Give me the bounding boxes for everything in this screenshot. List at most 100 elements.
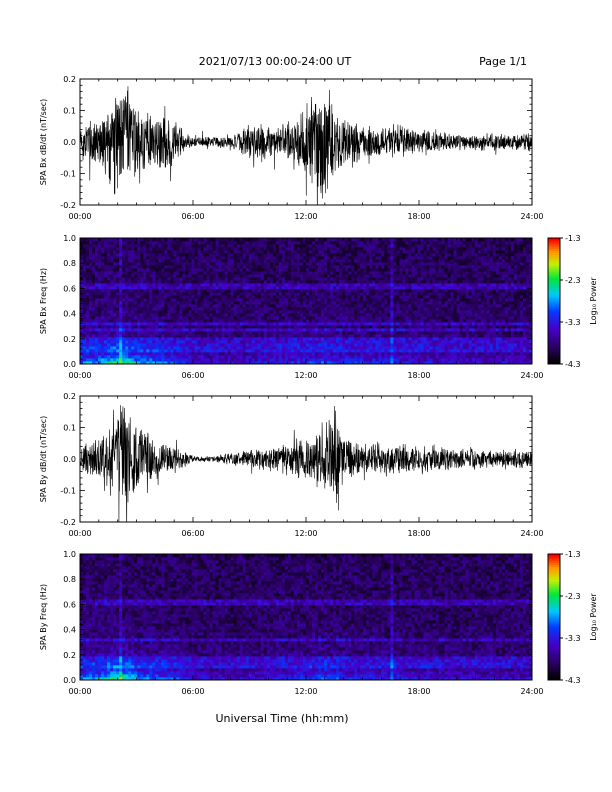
- bx-spectrogram-cell: [269, 304, 274, 308]
- bx-spectrogram-cell: [417, 304, 421, 308]
- bx-spectrogram-cell: [131, 355, 135, 359]
- bx-spectrogram-cell: [321, 271, 325, 275]
- bx-spectrogram-cell: [396, 256, 400, 260]
- bx-spectrogram-cell: [131, 310, 135, 314]
- bx-spectrogram-cell: [131, 349, 135, 353]
- bx-spectrogram-cell: [357, 286, 361, 290]
- bx-spectrogram-cell: [245, 298, 250, 302]
- bx-spectrogram-cell: [248, 331, 253, 335]
- bx-spectrogram-cell: [396, 259, 400, 263]
- bx-spectrogram-cell: [306, 346, 310, 350]
- bx-spectrogram-cell: [296, 313, 301, 317]
- bx-spectrogram-cell: [299, 244, 304, 248]
- bx-spectrogram-cell: [420, 238, 424, 242]
- bx-spectrogram-cell: [89, 325, 93, 329]
- bx-spectrogram-cell: [339, 340, 343, 344]
- bx-spectrogram-cell: [200, 280, 204, 284]
- bx-spectrogram-cell: [378, 259, 382, 263]
- bx-spectrogram-cell: [405, 283, 409, 287]
- bx-spectrogram-cell: [218, 295, 223, 299]
- bx-spectrogram-cell: [242, 277, 247, 281]
- bx-spectrogram-cell: [239, 238, 244, 242]
- bx-spectrogram-cell: [306, 343, 310, 347]
- bx-spectrogram-cell: [384, 337, 388, 341]
- bx-spectrogram-cell: [140, 334, 144, 338]
- bx-spectrogram-cell: [131, 304, 135, 308]
- bx-spectrogram-cell: [278, 268, 283, 272]
- bx-spectrogram-cell: [158, 247, 162, 251]
- bx-spectrogram-cell: [293, 304, 298, 308]
- bx-spectrogram-cell: [122, 310, 126, 314]
- bx-spectrogram-cell: [260, 307, 265, 311]
- bx-spectrogram-cell: [312, 283, 316, 287]
- bx-spectrogram-cell: [134, 340, 138, 344]
- bx-spectrogram-cell: [134, 343, 138, 347]
- bx-spectrogram-cell: [345, 316, 349, 320]
- bx-spectrogram-cell: [164, 247, 168, 251]
- bx-spectrogram-cell: [98, 295, 102, 299]
- bx-spectrogram-cell: [119, 259, 123, 263]
- bx-spectrogram-cell: [176, 340, 180, 344]
- bx-spectrogram-cell: [194, 259, 198, 263]
- bx-spectrogram-cell: [251, 271, 256, 275]
- bx-spectrogram-cell: [203, 301, 207, 305]
- bx-spectrogram-cell: [375, 352, 379, 356]
- bx-spectrogram-cell: [281, 289, 286, 293]
- bx-spectrogram-cell: [411, 322, 415, 326]
- bx-spectrogram-cell: [140, 355, 144, 359]
- bx-spectrogram-cell: [281, 325, 286, 329]
- bx-spectrogram-cell: [278, 295, 283, 299]
- bx-spectrogram-cell: [137, 313, 141, 317]
- bx-spectrogram-cell: [399, 349, 403, 353]
- bx-spectrogram-cell: [131, 238, 135, 242]
- bx-spectrogram-cell: [152, 328, 156, 332]
- bx-spectrogram-cell: [309, 274, 313, 278]
- bx-spectrogram-cell: [429, 346, 433, 350]
- bx-spectrogram-cell: [104, 355, 108, 359]
- bx-spectrogram-cell: [324, 310, 328, 314]
- bx-spectrogram-cell: [384, 331, 388, 335]
- bx-spectrogram-cell: [290, 250, 295, 254]
- bx-spectrogram-cell: [293, 361, 298, 365]
- bx-spectrogram-cell: [92, 244, 96, 248]
- bx-spectrogram-cell: [89, 316, 93, 320]
- bx-spectrogram-cell: [179, 352, 183, 356]
- bx-spectrogram-cell: [411, 328, 415, 332]
- bx-spectrogram-cell: [140, 280, 144, 284]
- bx-spectrogram-cell: [260, 337, 265, 341]
- bx-spectrogram-cell: [104, 334, 108, 338]
- bx-spectrogram-cell: [194, 358, 198, 362]
- bx-spectrogram-cell: [363, 316, 367, 320]
- bx-spectrogram-cell: [221, 295, 226, 299]
- bx-spectrogram-cell: [155, 346, 159, 350]
- bx-spectrogram-cell: [366, 298, 370, 302]
- bx-spectrogram-cell: [227, 292, 232, 296]
- bx-spectrogram-cell: [224, 286, 229, 290]
- bx-spectrogram-cell: [224, 268, 229, 272]
- bx-spectrogram-cell: [263, 355, 268, 359]
- bx-spectrogram-cell: [245, 286, 250, 290]
- bx-spectrogram-cell: [92, 352, 96, 356]
- bx-spectrogram-cell: [98, 274, 102, 278]
- bx-spectrogram-cell: [299, 352, 304, 356]
- bx-spectrogram-cell: [197, 271, 201, 275]
- bx-spectrogram-cell: [333, 283, 337, 287]
- bx-spectrogram-cell: [212, 268, 216, 272]
- bx-spectrogram-cell: [275, 319, 280, 323]
- bx-spectrogram-cell: [185, 244, 189, 248]
- bx-spectrogram-cell: [272, 304, 277, 308]
- bx-spectrogram-cell: [83, 244, 87, 248]
- bx-spectrogram-cell: [131, 346, 135, 350]
- bx-spectrogram-cell: [101, 250, 105, 254]
- bx-spectrogram-cell: [140, 259, 144, 263]
- bx-spectrogram-cell: [375, 313, 379, 317]
- bx-spectrogram-cell: [408, 337, 412, 341]
- bx-spectrogram-cell: [254, 250, 259, 254]
- bx-spectrogram-cell: [336, 334, 340, 338]
- bx-spectrogram-cell: [378, 241, 382, 245]
- bx-spectrogram-cell: [387, 244, 391, 248]
- bx-spectrogram-cell: [134, 283, 138, 287]
- bx-spectrogram-cell: [209, 274, 213, 278]
- bx-spectrogram-cell: [420, 352, 424, 356]
- bx-spectrogram-cell: [230, 298, 235, 302]
